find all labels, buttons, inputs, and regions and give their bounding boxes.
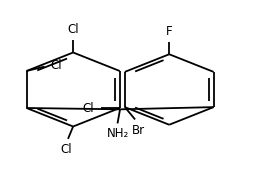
Text: F: F	[166, 25, 172, 38]
Text: Cl: Cl	[67, 23, 79, 36]
Text: Br: Br	[132, 124, 145, 137]
Text: Cl: Cl	[51, 59, 62, 72]
Text: Cl: Cl	[82, 101, 94, 115]
Text: NH₂: NH₂	[106, 127, 129, 140]
Text: Cl: Cl	[60, 143, 72, 156]
